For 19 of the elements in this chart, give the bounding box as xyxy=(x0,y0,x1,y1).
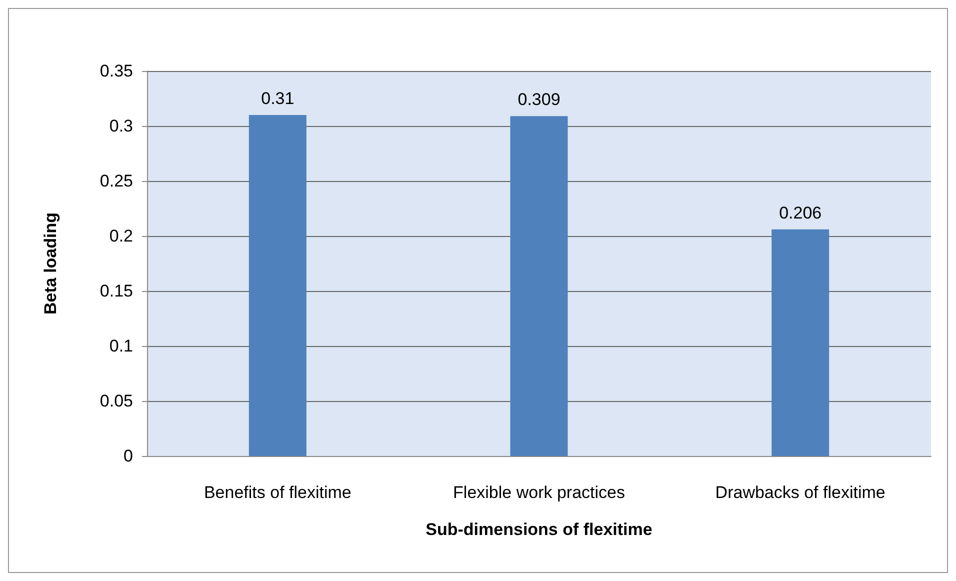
y-tick-label: 0.25 xyxy=(100,172,133,190)
x-tick-label: Benefits of flexitime xyxy=(204,483,352,502)
y-tick-label: 0.05 xyxy=(100,392,133,410)
y-tick-label: 0.35 xyxy=(100,62,133,80)
data-label: 0.309 xyxy=(518,90,560,110)
y-tick-label: 0 xyxy=(124,446,133,466)
x-tick-label: Flexible work practices xyxy=(453,483,625,502)
bar xyxy=(772,229,830,456)
x-tick-label: Drawbacks of flexitime xyxy=(715,483,886,502)
x-axis-title: Sub-dimensions of flexitime xyxy=(426,520,652,539)
y-tick-label: 0.15 xyxy=(100,282,133,300)
y-axis-title: Beta loading xyxy=(41,212,60,315)
bar xyxy=(510,116,568,456)
bar xyxy=(248,115,306,456)
data-label: 0.31 xyxy=(261,89,294,108)
y-tick-label: 0.3 xyxy=(109,116,133,136)
y-tick-label: 0.2 xyxy=(109,226,133,246)
y-tick-label: 0.1 xyxy=(109,336,133,356)
data-label: 0.206 xyxy=(779,203,822,222)
